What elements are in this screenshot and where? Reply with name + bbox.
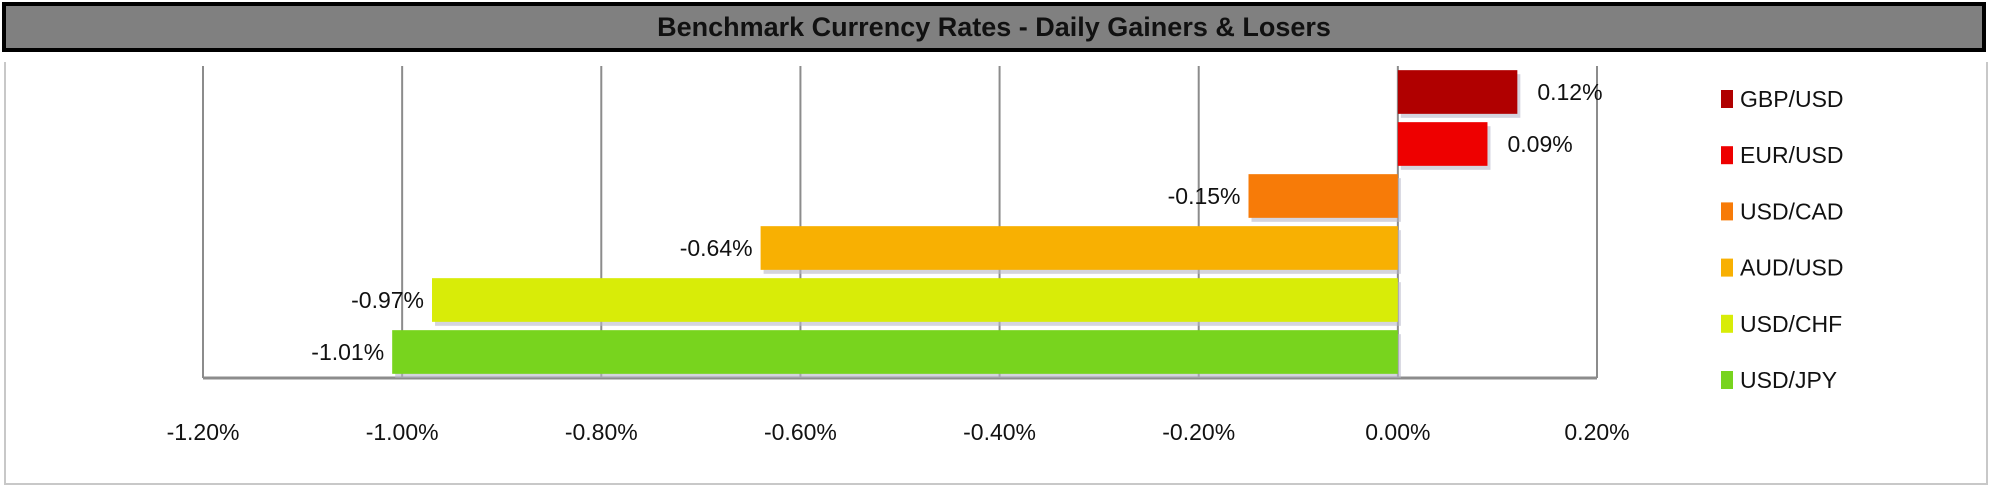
- data-label: -1.01%: [311, 339, 384, 365]
- legend-label: USD/JPY: [1740, 367, 1837, 393]
- bar-usd-jpy: [392, 330, 1398, 374]
- x-tick-label: -0.80%: [565, 419, 638, 445]
- x-tick-label: 0.20%: [1564, 419, 1629, 445]
- x-tick-label: -1.20%: [167, 419, 240, 445]
- legend-swatch: [1721, 314, 1733, 333]
- data-label: 0.12%: [1537, 79, 1602, 105]
- legend-label: AUD/USD: [1740, 255, 1844, 281]
- legend-swatch: [1721, 146, 1733, 165]
- legend-swatch: [1721, 258, 1733, 277]
- bar-eur-usd: [1397, 122, 1488, 166]
- x-tick-label: -0.60%: [764, 419, 837, 445]
- chart-title-bar: Benchmark Currency Rates - Daily Gainers…: [2, 2, 1986, 52]
- legend-label: GBP/USD: [1740, 86, 1844, 112]
- data-label: 0.09%: [1507, 131, 1572, 157]
- legend-swatch: [1721, 371, 1733, 389]
- bar-gbp-usd: [1397, 70, 1518, 114]
- chart-title: Benchmark Currency Rates - Daily Gainers…: [657, 11, 1331, 42]
- x-tick-label: -1.00%: [366, 419, 439, 445]
- data-label: -0.15%: [1168, 183, 1241, 209]
- bar-aud-usd: [760, 226, 1398, 270]
- bar-usd-cad: [1248, 174, 1398, 218]
- legend-label: USD/CAD: [1740, 198, 1844, 224]
- chart-frame: [4, 62, 1988, 485]
- legend-swatch: [1721, 90, 1733, 108]
- legend-label: EUR/USD: [1740, 142, 1844, 168]
- data-label: -0.97%: [351, 287, 424, 313]
- legend-swatch: [1721, 202, 1733, 221]
- legend-label: USD/CHF: [1740, 311, 1842, 337]
- x-tick-label: 0.00%: [1365, 419, 1430, 445]
- x-tick-label: -0.40%: [963, 419, 1036, 445]
- bar-usd-chf: [432, 278, 1398, 322]
- data-label: -0.64%: [680, 235, 753, 261]
- x-tick-label: -0.20%: [1162, 419, 1235, 445]
